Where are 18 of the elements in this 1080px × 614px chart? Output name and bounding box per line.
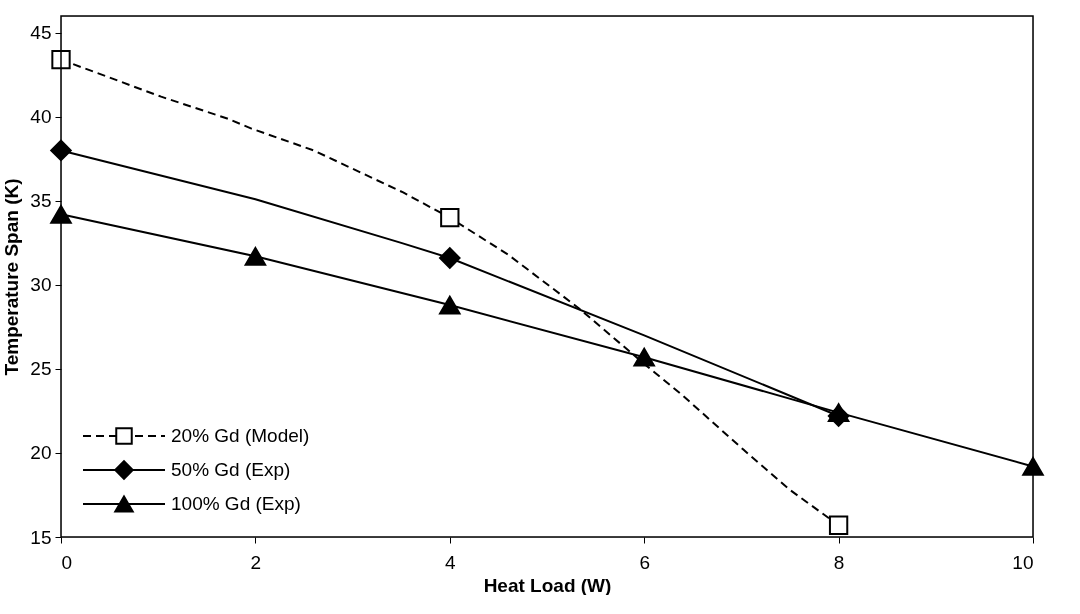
y-tick-label: 30 xyxy=(30,274,52,296)
x-tick-label: 2 xyxy=(250,551,262,573)
y-tick-label: 20 xyxy=(30,442,52,464)
x-tick-label: 4 xyxy=(445,551,457,573)
legend-label: 20% Gd (Model) xyxy=(171,425,310,446)
x-tick-label: 8 xyxy=(833,551,845,573)
x-tick-label: 0 xyxy=(61,551,73,573)
y-axis-title: Temperature Span (K) xyxy=(1,178,23,376)
x-axis-title: Heat Load (W) xyxy=(483,574,612,596)
x-tick-label: 6 xyxy=(639,551,650,573)
y-tick-label: 25 xyxy=(30,358,52,380)
y-tick-label: 35 xyxy=(30,190,52,212)
legend-label: 100% Gd (Exp) xyxy=(171,493,301,514)
x-tick-label: 10 xyxy=(1012,551,1034,573)
y-tick-label: 40 xyxy=(30,106,52,128)
y-tick-label: 15 xyxy=(30,526,52,548)
y-tick-label: 45 xyxy=(30,22,52,44)
legend-label: 50% Gd (Exp) xyxy=(171,459,291,480)
